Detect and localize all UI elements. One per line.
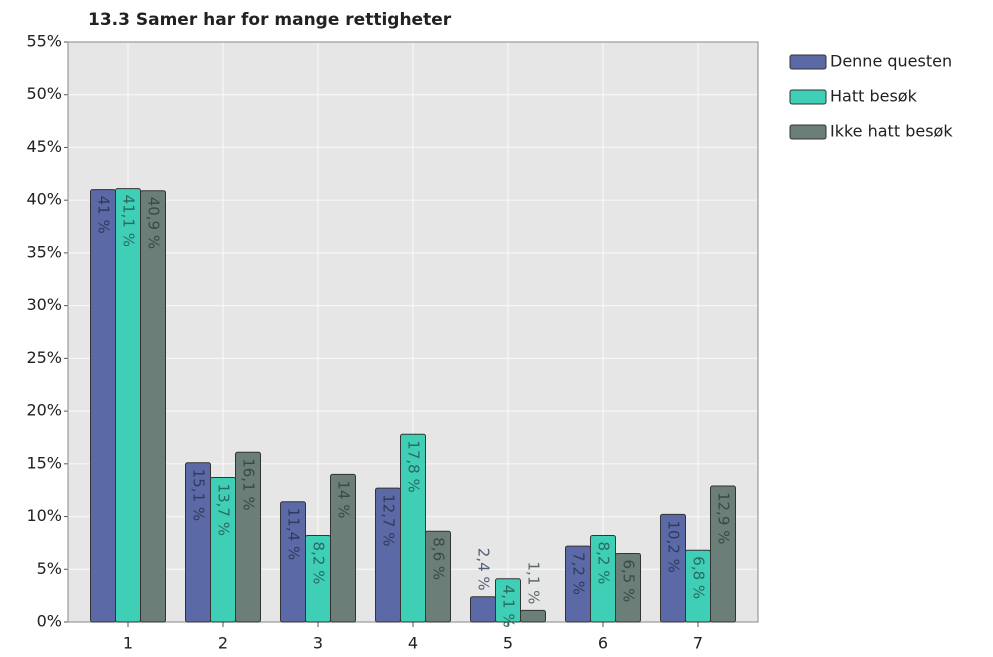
bar xyxy=(115,188,141,623)
value-label: 12,7 % xyxy=(380,494,398,546)
y-tick-label: 40% xyxy=(26,190,62,209)
x-tick-label: 5 xyxy=(503,634,513,653)
bar xyxy=(235,451,261,623)
bar xyxy=(470,596,496,623)
y-tick-label: 15% xyxy=(26,453,62,472)
x-tick-label: 4 xyxy=(408,634,418,653)
value-label: 4,1 % xyxy=(500,585,518,628)
y-tick-label: 45% xyxy=(26,137,62,156)
y-tick-label: 5% xyxy=(37,559,62,578)
y-tick-label: 30% xyxy=(26,295,62,314)
y-tick-label: 50% xyxy=(26,84,62,103)
value-label: 7,2 % xyxy=(570,552,588,595)
value-label: 8,2 % xyxy=(310,542,328,585)
bar xyxy=(615,552,641,623)
x-tick-label: 2 xyxy=(218,634,228,653)
y-tick-label: 25% xyxy=(26,348,62,367)
value-label: 8,2 % xyxy=(595,542,613,585)
value-label: 2,4 % xyxy=(475,548,493,591)
bar xyxy=(140,190,166,623)
legend-label: Denne questen xyxy=(830,52,952,71)
y-tick-label: 35% xyxy=(26,242,62,261)
value-label: 13,7 % xyxy=(215,484,233,536)
chart-title: 13.3 Samer har for mange rettigheter xyxy=(88,10,452,30)
value-label: 41 % xyxy=(95,196,113,234)
bar xyxy=(425,530,451,623)
value-label: 41,1 % xyxy=(120,195,138,247)
legend-label: Ikke hatt besøk xyxy=(830,122,953,141)
x-tick-label: 3 xyxy=(313,634,323,653)
y-tick-label: 55% xyxy=(26,32,62,51)
legend-swatch xyxy=(789,54,827,70)
value-label: 15,1 % xyxy=(190,469,208,521)
value-label: 17,8 % xyxy=(405,440,423,492)
bar xyxy=(330,473,356,623)
bar xyxy=(400,433,426,623)
y-tick-label: 0% xyxy=(37,612,62,631)
value-label: 11,4 % xyxy=(285,508,303,560)
value-label: 10,2 % xyxy=(665,520,683,572)
y-tick-label: 10% xyxy=(26,506,62,525)
x-tick-label: 1 xyxy=(123,634,133,653)
legend-swatch xyxy=(789,124,827,140)
value-label: 6,8 % xyxy=(690,556,708,599)
bar xyxy=(90,189,116,623)
value-label: 12,9 % xyxy=(715,492,733,544)
x-tick-label: 6 xyxy=(598,634,608,653)
value-label: 8,6 % xyxy=(430,537,448,580)
bar xyxy=(495,578,521,623)
bar xyxy=(520,609,546,623)
value-label: 6,5 % xyxy=(620,559,638,602)
value-label: 1,1 % xyxy=(525,562,543,605)
legend-swatch xyxy=(789,89,827,105)
value-label: 40,9 % xyxy=(145,197,163,249)
bar xyxy=(710,485,736,623)
legend-label: Hatt besøk xyxy=(830,87,918,106)
value-label: 16,1 % xyxy=(240,458,258,510)
value-label: 14 % xyxy=(335,480,353,518)
x-tick-label: 7 xyxy=(693,634,703,653)
y-tick-label: 20% xyxy=(26,401,62,420)
